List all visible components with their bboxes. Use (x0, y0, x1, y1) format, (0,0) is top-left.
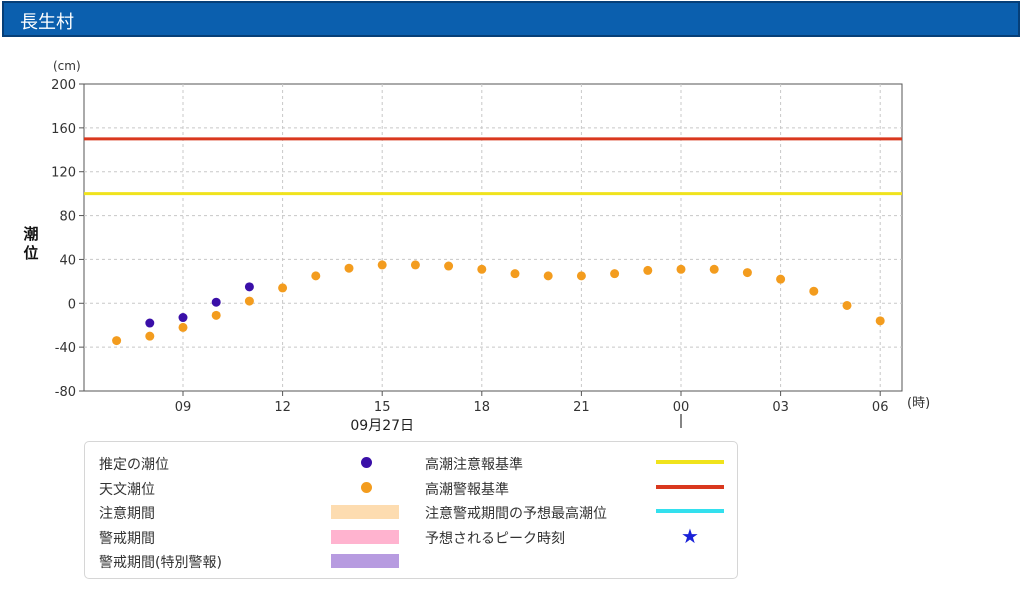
y-axis-title-char: 潮 (23, 225, 38, 243)
legend-label-advisory-line: 高潮注意報基準 (425, 457, 523, 473)
y-tick-label: -40 (55, 341, 76, 356)
legend-label-max-tide: 注意警戒期間の予想最高潮位 (425, 506, 607, 522)
data-point (377, 260, 387, 270)
x-tick-label: 09 (175, 400, 192, 415)
x-tick-label: 03 (772, 400, 789, 415)
legend-label-warning-period: 警戒期間 (99, 531, 155, 547)
legend-swatch-warning-line (656, 485, 724, 489)
legend-swatch-astronomical (361, 482, 372, 493)
x-tick-label: 06 (872, 400, 889, 415)
data-point (809, 286, 819, 296)
x-unit-label: (時) (907, 396, 930, 411)
legend-swatch-warning-period (331, 530, 399, 544)
data-point (145, 331, 155, 341)
legend-label-warning-line: 高潮警報基準 (425, 482, 509, 498)
y-tick-label: -80 (55, 385, 76, 400)
y-axis-title-char: 位 (23, 244, 38, 262)
x-tick-label: 15 (374, 400, 391, 415)
data-point (610, 269, 620, 279)
data-point (178, 322, 188, 332)
data-point (178, 313, 188, 323)
y-tick-label: 0 (68, 297, 76, 312)
data-point (311, 271, 321, 281)
data-point (576, 271, 586, 281)
legend-label-peak-time: 予想されるピーク時刻 (425, 531, 565, 547)
data-point (676, 264, 686, 274)
legend: 推定の潮位 天文潮位 注意期間 警戒期間 警戒期間(特別警報) 高潮注意報基準 … (84, 441, 738, 579)
data-point (709, 264, 719, 274)
legend-label-astronomical: 天文潮位 (99, 482, 155, 498)
legend-swatch-special-warning-period (331, 554, 399, 568)
legend-label-caution-period: 注意期間 (99, 506, 155, 522)
data-point (278, 283, 288, 293)
location-title: 長生村 (20, 12, 74, 33)
y-tick-label: 120 (51, 166, 76, 181)
data-point (145, 318, 155, 328)
legend-swatch-estimated (361, 457, 372, 468)
y-tick-label: 40 (59, 253, 76, 268)
plot-area (83, 83, 903, 392)
legend-label-special-warning-period: 警戒期間(特別警報) (99, 555, 222, 571)
y-unit-label: (cm) (53, 59, 81, 73)
data-point (776, 274, 786, 284)
x-tick-label: 12 (274, 400, 291, 415)
data-point (543, 271, 553, 281)
data-point (410, 260, 420, 270)
y-tick-label: 160 (51, 122, 76, 137)
x-tick-label: 21 (573, 400, 590, 415)
x-tick-label: 00 (673, 400, 690, 415)
data-point (643, 265, 653, 275)
legend-label-estimated: 推定の潮位 (99, 457, 169, 473)
data-point (842, 300, 852, 310)
data-point (211, 310, 221, 320)
star-icon: ★ (681, 524, 699, 548)
date-label: 09月27日 (350, 418, 414, 434)
data-point (244, 282, 254, 292)
data-point (211, 297, 221, 307)
data-point (510, 269, 520, 279)
data-point (875, 316, 885, 326)
legend-swatch-caution-period (331, 505, 399, 519)
data-point (477, 264, 487, 274)
data-point (742, 268, 752, 278)
y-tick-label: 200 (51, 78, 76, 93)
legend-swatch-max-tide (656, 509, 724, 513)
legend-swatch-advisory-line (656, 460, 724, 464)
y-tick-label: 80 (59, 210, 76, 225)
data-point (344, 263, 354, 273)
data-point (244, 296, 254, 306)
data-point (444, 261, 454, 271)
x-tick-label: 18 (474, 400, 491, 415)
header-bar: 長生村 (2, 1, 1020, 37)
data-point (112, 336, 122, 346)
